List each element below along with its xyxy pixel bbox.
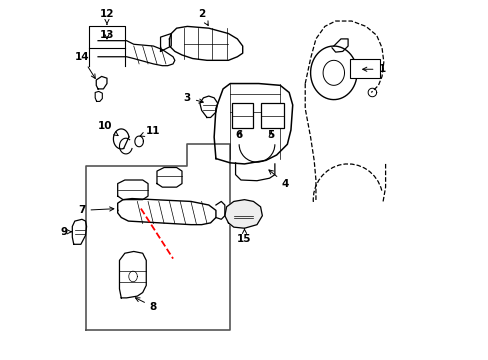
Polygon shape (224, 200, 262, 228)
Text: 11: 11 (140, 126, 161, 136)
Text: 3: 3 (183, 93, 203, 103)
Text: 1: 1 (362, 64, 385, 74)
Text: 5: 5 (267, 130, 274, 140)
Text: 9: 9 (61, 227, 71, 237)
Text: 13: 13 (100, 30, 114, 40)
Text: 15: 15 (237, 228, 251, 244)
Text: 6: 6 (235, 130, 242, 140)
Bar (260, 103, 283, 128)
Text: 10: 10 (98, 121, 118, 136)
Bar (349, 59, 380, 78)
Text: 14: 14 (74, 52, 95, 78)
Text: 4: 4 (268, 170, 288, 189)
Bar (231, 103, 253, 128)
Text: 8: 8 (135, 298, 157, 312)
Text: 2: 2 (198, 9, 208, 26)
Text: 7: 7 (78, 205, 114, 215)
Text: 12: 12 (100, 9, 114, 24)
